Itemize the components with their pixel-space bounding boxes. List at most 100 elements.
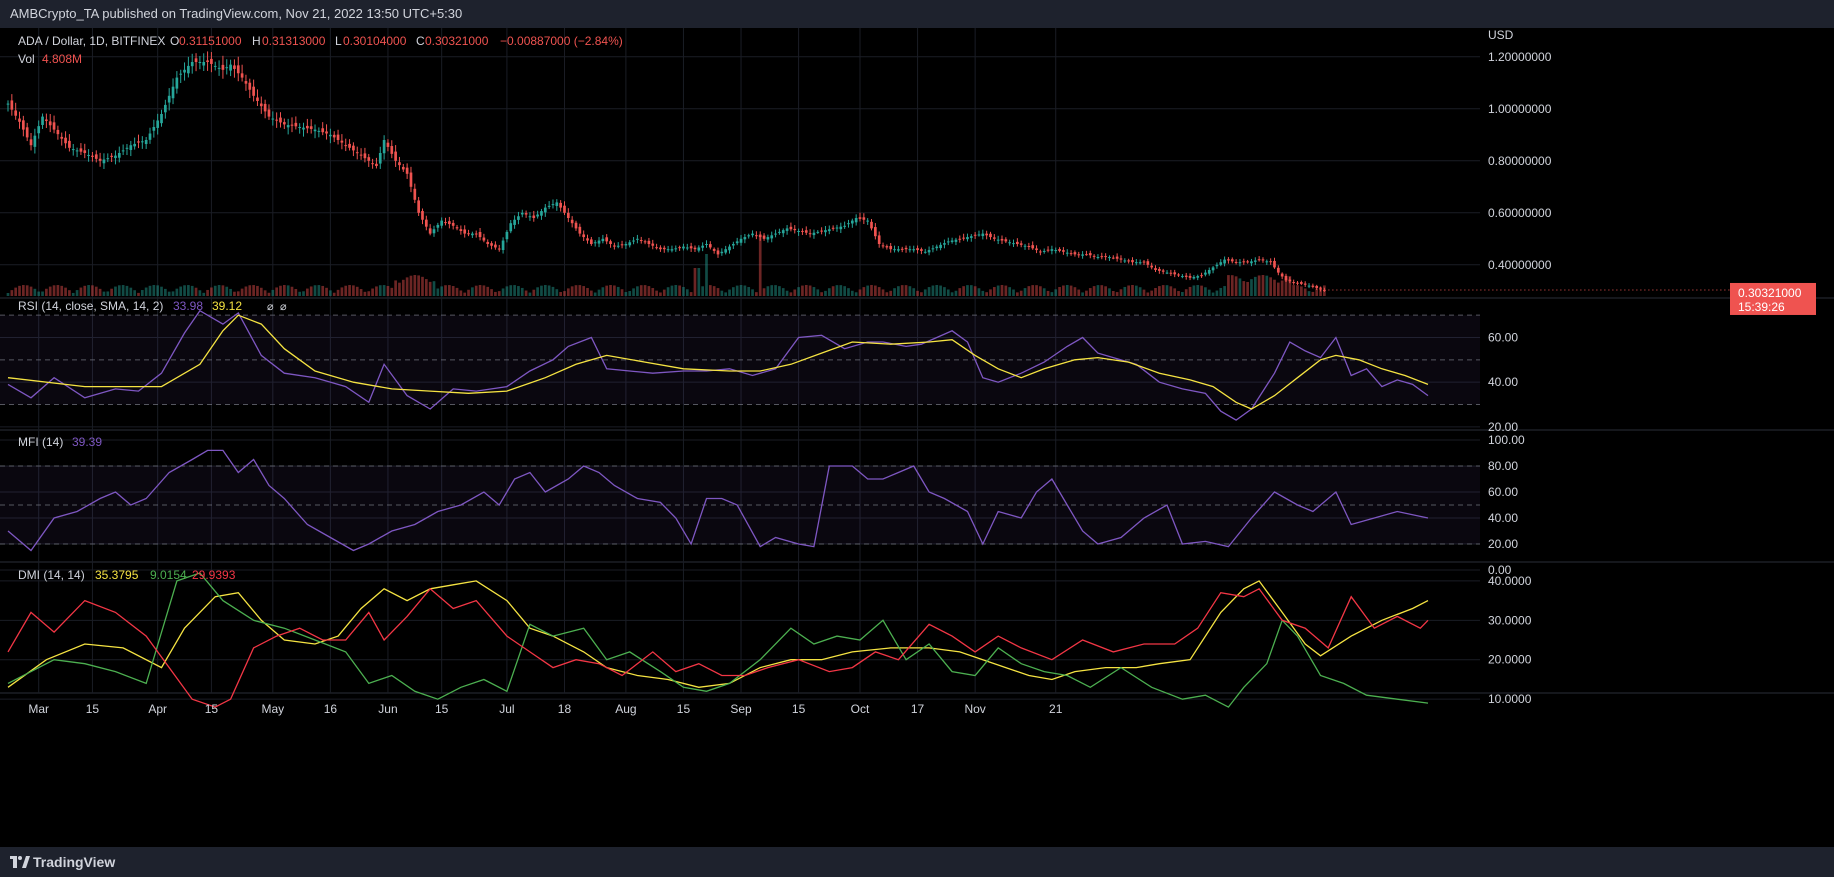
rsi-pane[interactable] [0, 309, 1480, 421]
volume-bar [1142, 289, 1146, 296]
volume-bar [140, 290, 144, 296]
candle-body [1188, 275, 1192, 278]
volume-bar [271, 289, 275, 296]
price-pane[interactable] [6, 51, 1730, 296]
volume-bar [789, 292, 793, 296]
x-tick-label: Sep [730, 702, 752, 716]
candle-body [164, 104, 167, 113]
candle-body [1192, 276, 1196, 279]
volume-bar [110, 288, 113, 296]
volume-bar [1146, 292, 1150, 296]
candle-body [175, 77, 179, 89]
volume-bar [977, 288, 981, 296]
candle-body [1319, 288, 1322, 290]
volume-bar [850, 290, 854, 296]
volume-bar [98, 288, 102, 296]
y-tick-label: 30.0000 [1488, 613, 1532, 627]
volume-bar [893, 288, 896, 296]
high-label: H [252, 34, 261, 48]
candle-body [1200, 275, 1203, 277]
candle-body [1062, 250, 1065, 252]
volume-bar [171, 291, 175, 296]
candle-body [1035, 248, 1038, 251]
volume-bar [758, 234, 762, 296]
candle-body [1211, 267, 1215, 271]
candle-body [371, 163, 374, 165]
candle-body [547, 205, 551, 207]
volume-bar [781, 288, 785, 296]
dmi-pane[interactable] [7, 572, 1429, 708]
candle-body [804, 230, 808, 233]
volume-bar [1031, 285, 1035, 296]
candle-body [735, 241, 739, 244]
volume-bar [609, 285, 612, 296]
chart-canvas[interactable]: Mar 15 Apr 15 May 16 Jun 15 Jul 18 Aug 15 Sep 15 Oct 17… [0, 28, 1834, 847]
volume-bar [1265, 275, 1269, 296]
candle-body [121, 150, 125, 152]
volume-bar [624, 292, 628, 296]
candle-body [682, 246, 685, 249]
volume-bar [355, 286, 359, 296]
candle-body [302, 127, 305, 130]
volume-bar [1023, 288, 1027, 296]
volume-bar [482, 285, 486, 296]
volume-bar [386, 285, 390, 296]
candle-body [540, 211, 543, 216]
volume-bar [701, 286, 704, 296]
candle-body [428, 228, 432, 234]
volume-bar [102, 291, 106, 296]
volume-bar [1242, 281, 1246, 296]
candle-body [448, 221, 451, 225]
candle-body [1204, 272, 1207, 275]
volume-bar [160, 286, 163, 296]
candle-body [137, 141, 140, 143]
candle-body [332, 134, 336, 138]
candle-body [923, 251, 927, 253]
candle-body [778, 231, 781, 233]
tradingview-logo-icon[interactable] [10, 853, 30, 871]
candle-body [1181, 276, 1184, 278]
publish-header: AMBCrypto_TA published on TradingView.co… [0, 0, 1834, 28]
candle-body [766, 237, 770, 240]
candle-body [1276, 267, 1280, 273]
mfi-pane[interactable] [0, 449, 1480, 552]
volume-bar [547, 285, 551, 296]
settings-icon: ⌀ [280, 301, 287, 313]
volume-bar [1250, 279, 1253, 296]
volume-bar [114, 286, 117, 296]
volume-bar [1192, 285, 1196, 296]
candle-body [22, 120, 25, 130]
volume-bar [359, 289, 363, 296]
candle-body [1173, 272, 1177, 275]
candle-body [1111, 257, 1115, 259]
volume-bar [1177, 291, 1180, 296]
indicator-value: 39.39 [72, 435, 102, 449]
volume-bar [678, 285, 681, 296]
volume-bar [1296, 285, 1299, 296]
candle-body [812, 232, 816, 236]
candle-body [252, 86, 255, 96]
candle-body [1077, 254, 1081, 256]
volume-bar [900, 285, 904, 296]
volume-bar [332, 292, 336, 296]
volume-bar [121, 285, 125, 296]
volume-bar [620, 289, 624, 296]
price-axes: Mar 15 Apr 15 May 16 Jun 15 Jul 18 Aug 15 Sep 15 Oct 17… [28, 28, 1816, 716]
candle-body [904, 247, 908, 250]
volume-bar [1046, 290, 1050, 296]
volume-bar [996, 285, 1000, 296]
volume-bar [313, 285, 317, 296]
candle-body [1230, 259, 1234, 262]
candle-body [946, 241, 950, 243]
candle-body [275, 119, 278, 121]
volume-bar [1211, 292, 1215, 296]
volume-bar [597, 289, 601, 296]
volume-bar [1138, 287, 1142, 296]
candle-body [900, 248, 904, 250]
grid-lines [0, 28, 1834, 700]
candle-body [363, 153, 367, 159]
volume-bar [194, 287, 198, 296]
volume-bar [785, 290, 789, 296]
candle-body [628, 242, 632, 246]
volume-bar [920, 292, 923, 296]
